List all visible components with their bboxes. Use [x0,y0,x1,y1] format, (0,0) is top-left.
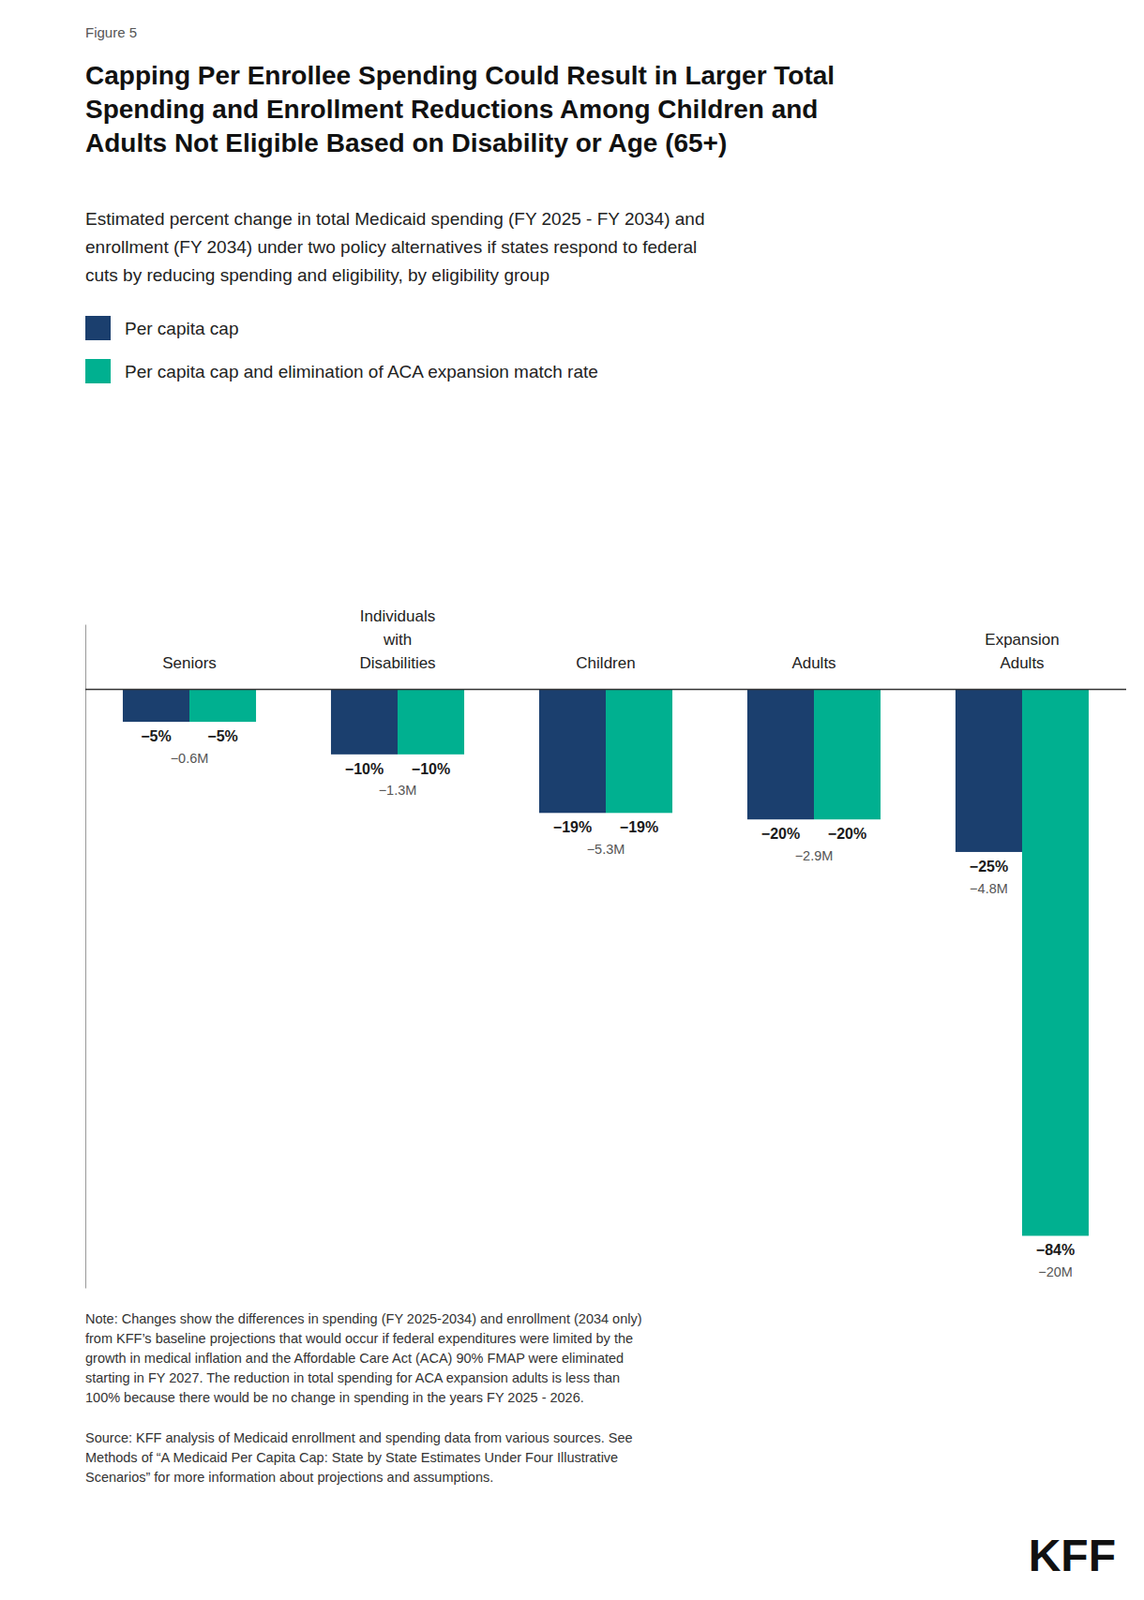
text-line: with [382,631,412,649]
y-axis [85,625,87,1290]
enrollment-label: −2.9M [795,848,834,864]
value-label: −19% [553,819,592,836]
text-line: Note: Changes show the differences in sp… [85,1311,643,1327]
bar [1022,689,1089,1236]
value-label: −20% [827,826,867,843]
bar [605,689,673,813]
bar-series [189,689,1089,1236]
legend-swatch [85,359,111,384]
enrollment-label: −5.3M [587,842,626,858]
data-labels: −5% −10% −19% −20% −25% −0.6M −1.3M −5.3M −2.9M −… [140,728,1075,1280]
category-label: Seniors [162,654,217,673]
y-axis-line [85,625,87,1290]
text-line: Spending and Enrollment Reductions Among… [85,94,818,124]
figure-label: Figure 5 [85,24,137,41]
text-line: enrollment (FY 2034) under two policy al… [85,237,697,257]
text-line: Children [575,654,635,673]
bar [122,689,190,723]
bar [397,689,465,754]
bars [122,689,1089,1236]
text-line: from KFF’s baseline projections that wou… [85,1331,633,1347]
value-label: −84% [1036,1242,1075,1259]
legend: Per capita cap Per capita cap and elimina… [85,316,599,384]
text-line: Methods of “A Medicaid Per Capita Cap: S… [85,1450,618,1466]
value-label: −10% [411,761,451,778]
value-label: −10% [345,761,384,778]
text-line: Disabilities [359,654,436,673]
value-label: −19% [619,819,659,836]
text-line: Adults Not Eligible Based on Disability … [85,128,727,158]
text-line: starting in FY 2027. The reduction in to… [85,1370,620,1386]
text-line: 100% because there would be no change in… [85,1390,585,1406]
text-line: Expansion [984,631,1059,649]
text-line: Capping Per Enrollee Spending Could Resu… [85,60,835,91]
subtitle: Estimated percent change in total Medica… [85,209,705,286]
source: Source: KFF analysis of Medicaid enrollm… [85,1430,633,1486]
text-line: growth in medical inflation and the Affo… [85,1351,624,1367]
value-label: −25% [969,858,1009,875]
category-label: Expansion Adults [984,631,1059,673]
enrollment-label: −1.3M [378,782,418,798]
value-label: −5% [207,728,238,745]
value-label: −20% [761,826,800,843]
text-line: Adults [999,654,1044,673]
bar [331,689,398,754]
title: Capping Per Enrollee Spending Could Resu… [85,60,835,158]
legend-label: Per capita cap and elimination of ACA ex… [124,361,599,382]
bar [747,689,814,820]
text-line: Seniors [162,654,217,673]
baseline [85,689,1127,692]
note: Note: Changes show the differences in sp… [85,1311,643,1406]
legend-label: Per capita cap [124,318,239,339]
text-line: Individuals [360,607,436,626]
bar [539,689,606,813]
text-line: cuts by reducing spending and eligibilit… [85,265,550,286]
bar-series [122,689,1023,853]
text-line: Estimated percent change in total Medica… [85,209,705,229]
category-label: Adults [791,654,836,673]
category-label: Children [575,654,635,673]
bar [189,689,256,723]
category-label: Individuals with Disabilities [359,607,436,673]
enrollment-label: −20M [1038,1264,1073,1280]
text-line: Scenarios” for more information about pr… [85,1470,494,1486]
category-labels: Seniors Individuals with Disabilities Childr… [162,607,1060,673]
text-line: Adults [791,654,836,673]
enrollment-label: −0.6M [170,751,210,767]
logo: KFF [1028,1531,1116,1581]
text-line: Source: KFF analysis of Medicaid enrollm… [85,1430,633,1446]
enrollment-label: −4.8M [969,881,1009,897]
legend-item: Per capita cap and elimination of ACA ex… [85,359,599,384]
legend-item: Per capita cap [85,316,239,341]
legend-swatch [85,316,111,341]
bar [813,689,881,820]
bar [955,689,1023,853]
chart: Figure 5 Capping Per Enrollee Spending Co… [0,0,1144,1600]
value-label: −5% [140,728,171,745]
